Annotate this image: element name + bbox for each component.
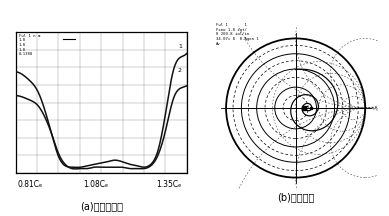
Text: Ful 1 n m
1.8
1.8
1.8
0.1388: Ful 1 n m 1.8 1.8 1.8 0.1388 [19,34,40,56]
Text: 1.35Cₑ: 1.35Cₑ [156,180,182,189]
Text: 2: 2 [178,68,182,73]
Text: 1: 1 [178,44,182,49]
Text: 1.08Cₑ: 1.08Cₑ [84,180,109,189]
Text: 0.81Cₑ: 0.81Cₑ [17,180,42,189]
Text: (a)驻波比曲线: (a)驻波比曲线 [80,201,123,211]
Text: (b)阻抗曲线: (b)阻抗曲线 [277,192,314,202]
Text: Ful 1       1
Fxeo 1.8 iot/
8 200.8 iol/in
34.07= 8  0.Agen 1
Av: Ful 1 1 Fxeo 1.8 iot/ 8 200.8 iol/in 34.… [216,23,259,46]
